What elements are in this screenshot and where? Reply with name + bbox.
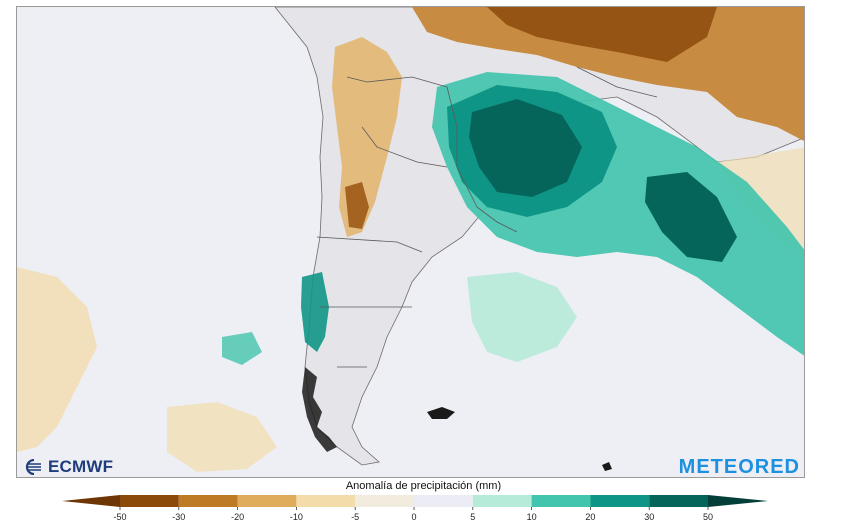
legend-tick-label: 30 [644, 512, 654, 522]
legend-swatch [472, 495, 532, 507]
legend-tick-label: 50 [703, 512, 713, 522]
legend-tick-label: -50 [113, 512, 126, 522]
legend-tick-label: -30 [172, 512, 185, 522]
legend-arrow-high [708, 495, 768, 507]
dry-anomaly-pacific-south [167, 402, 277, 472]
dry-anomaly-central-brazil-core [487, 7, 717, 62]
wet-anomaly-ocean-patches [467, 272, 577, 362]
country-borders [316, 66, 658, 368]
legend-tick-label: 20 [585, 512, 595, 522]
legend-tick-label: -10 [290, 512, 303, 522]
legend-swatch [355, 495, 414, 507]
legend-ticks: -50 -30 -20 -10 -5 0 5 10 20 30 50 [113, 507, 713, 522]
legend-swatch [296, 495, 356, 507]
south-america-landmass [274, 7, 804, 466]
legend-tick-label: -20 [231, 512, 244, 522]
meteored-logo: METEORED [678, 456, 800, 478]
ecmwf-emblem-icon [25, 459, 41, 475]
wet-anomaly-pacific-patch [222, 332, 262, 365]
legend-tick-label: 0 [411, 512, 416, 522]
wet-anomaly-patagonia-coast [301, 272, 329, 352]
legend-tick-label: 5 [470, 512, 475, 522]
legend-swatch [531, 495, 591, 507]
legend-swatches [120, 495, 708, 507]
legend-arrow-low [62, 495, 120, 507]
legend-swatch [178, 495, 238, 507]
legend-swatch [414, 495, 473, 507]
ecmwf-logo: ECMWF [23, 457, 113, 477]
legend-tick-label: 10 [527, 512, 537, 522]
dry-anomaly-pacific [17, 267, 97, 452]
legend-title: Anomalía de precipitación (mm) [345, 480, 502, 492]
falkland-islands [427, 407, 455, 419]
precipitation-anomaly-map: ECMWF METEORED [16, 6, 805, 478]
wet-anomaly-atlantic-core [645, 172, 737, 262]
wet-anomaly-southern-brazil-core [469, 99, 582, 197]
dry-anomaly-andes-core [345, 182, 369, 229]
south-georgia-dot [602, 462, 612, 471]
legend-tick-label: -5 [351, 512, 359, 522]
color-legend: -50 -30 -20 -10 -5 0 5 10 20 30 50 [62, 495, 768, 522]
legend-swatch [120, 495, 179, 507]
map-canvas [17, 7, 804, 477]
legend-swatch [237, 495, 297, 507]
dry-anomaly-central-brazil [412, 7, 804, 141]
chilean-fjords [302, 367, 337, 452]
legend-swatch [590, 495, 650, 507]
ecmwf-logo-text: ECMWF [48, 457, 114, 476]
legend-swatch [649, 495, 708, 507]
